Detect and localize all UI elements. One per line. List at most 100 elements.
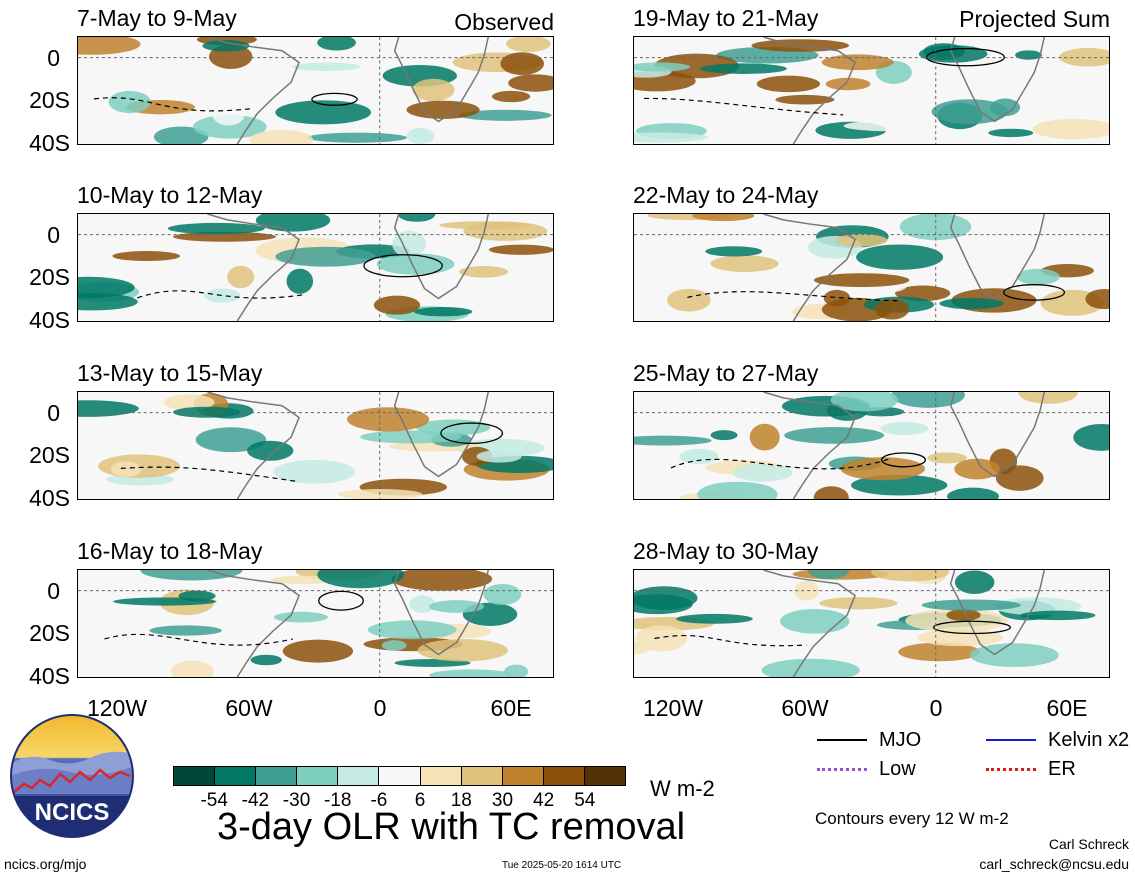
olr-anomaly-patch (483, 583, 522, 606)
positive-contour (440, 422, 503, 445)
olr-anomaly-patch (459, 265, 509, 278)
olr-anomaly-patch (697, 481, 778, 499)
olr-anomaly-patch (898, 642, 981, 662)
olr-anomaly-patch (429, 600, 484, 613)
colorbar-tick-label: 18 (450, 790, 472, 811)
coastline (949, 37, 1046, 123)
olr-anomaly-patch (153, 126, 209, 144)
olr-anomaly-patch (307, 132, 408, 143)
olr-anomaly-patch (170, 660, 214, 677)
positive-contour (318, 590, 364, 611)
olr-anomaly-patch (1018, 392, 1078, 404)
map-panel (633, 391, 1110, 500)
olr-anomaly-patch (78, 37, 141, 55)
negative-contour (137, 290, 305, 299)
colorbar (173, 766, 626, 786)
olr-anomaly-patch (954, 570, 995, 594)
olr-anomaly-patch (463, 221, 548, 241)
legend-line (817, 739, 867, 741)
colorbar-tick-label: -30 (282, 790, 311, 811)
olr-anomaly-patch (508, 74, 553, 92)
olr-anomaly-patch (292, 62, 362, 71)
olr-anomaly-patch (840, 457, 925, 481)
olr-anomaly-patch (367, 620, 457, 640)
map-panel (77, 213, 554, 322)
y-tick-label: 40S (29, 307, 70, 333)
olr-anomaly-patch (921, 599, 1021, 611)
olr-anomaly-patch (202, 40, 250, 52)
olr-anomaly-patch (506, 37, 551, 53)
olr-anomaly-patch (635, 625, 687, 652)
olr-anomaly-patch (273, 459, 356, 484)
positive-contour (363, 254, 443, 278)
colorbar-swatch (584, 767, 626, 785)
map-panel (77, 569, 554, 678)
coastline (393, 214, 490, 300)
olr-anomaly-patch (500, 52, 545, 76)
panel-title-8: 28-May to 30-May (633, 538, 819, 564)
olr-anomaly-patch (794, 580, 820, 601)
olr-anomaly-patch (173, 406, 241, 418)
positive-contour (880, 452, 926, 468)
olr-anomaly-patch (1020, 610, 1096, 621)
legend-label: ER (1048, 757, 1076, 780)
coastline (393, 37, 490, 123)
olr-anomaly-patch (870, 570, 950, 582)
olr-anomaly-patch (634, 62, 691, 72)
olr-anomaly-patch (195, 427, 267, 453)
olr-anomaly-patch (384, 42, 431, 63)
site-url[interactable]: ncics.org/mjo (4, 856, 87, 872)
colorbar-tick-label: 42 (533, 790, 555, 811)
y-tick-label: 40S (29, 663, 70, 689)
olr-anomaly-patch (476, 450, 522, 463)
olr-anomaly-patch (1015, 50, 1042, 60)
x-tick-label: 60E (1046, 695, 1088, 721)
olr-anomaly-patch (1016, 268, 1060, 285)
olr-anomaly-patch (250, 654, 282, 666)
coastline (393, 570, 490, 656)
olr-anomaly-patch (927, 452, 968, 464)
olr-anomaly-patch (710, 255, 779, 273)
legend-line (986, 739, 1036, 741)
units-label: W m-2 (650, 776, 715, 801)
olr-anomaly-patch (878, 41, 923, 58)
olr-anomaly-patch (192, 115, 267, 139)
olr-anomaly-patch (78, 276, 135, 299)
chart-title: 3-day OLR with TC removal (217, 806, 686, 848)
olr-anomaly-patch (634, 594, 693, 615)
coastline (207, 37, 300, 144)
olr-anomaly-patch (843, 120, 935, 132)
coastline (763, 570, 856, 677)
panel-background (78, 37, 553, 144)
author-name: Carl Schreck (1048, 836, 1129, 852)
coastline (207, 214, 300, 321)
negative-contour (93, 97, 250, 112)
panel-title-5: 19-May to 21-May (633, 5, 819, 31)
colorbar-swatch (502, 767, 544, 785)
olr-anomaly-patch (212, 103, 245, 126)
legend-mjo: MJO (817, 728, 921, 752)
olr-anomaly-patch (249, 129, 314, 144)
coastline (949, 214, 1046, 300)
author-email[interactable]: carl_schreck@ncsu.edu (979, 856, 1129, 872)
panel-title-6: 22-May to 24-May (633, 182, 819, 208)
colorbar-tick-label: 54 (574, 790, 596, 811)
olr-anomaly-patch (409, 595, 436, 614)
x-tick-label: 0 (373, 695, 387, 721)
x-tick-label: 120W (642, 695, 704, 721)
olr-anomaly-patch (699, 63, 787, 74)
map-panel (633, 36, 1110, 145)
projected-sum-label: Projected Sum (959, 6, 1110, 32)
olr-anomaly-patch (227, 265, 255, 289)
olr-anomaly-patch (1073, 423, 1109, 451)
olr-anomaly-patch (856, 244, 944, 270)
olr-anomaly-patch (417, 639, 508, 662)
olr-anomaly-patch (381, 640, 407, 651)
olr-anomaly-patch (676, 613, 753, 624)
olr-anomaly-patch (692, 214, 755, 222)
legend-line (817, 767, 867, 771)
x-tick-label: 60E (490, 695, 532, 721)
legend-label: Kelvin x2 (1048, 728, 1130, 751)
map-panel (633, 213, 1110, 322)
olr-anomaly-patch (414, 307, 473, 317)
